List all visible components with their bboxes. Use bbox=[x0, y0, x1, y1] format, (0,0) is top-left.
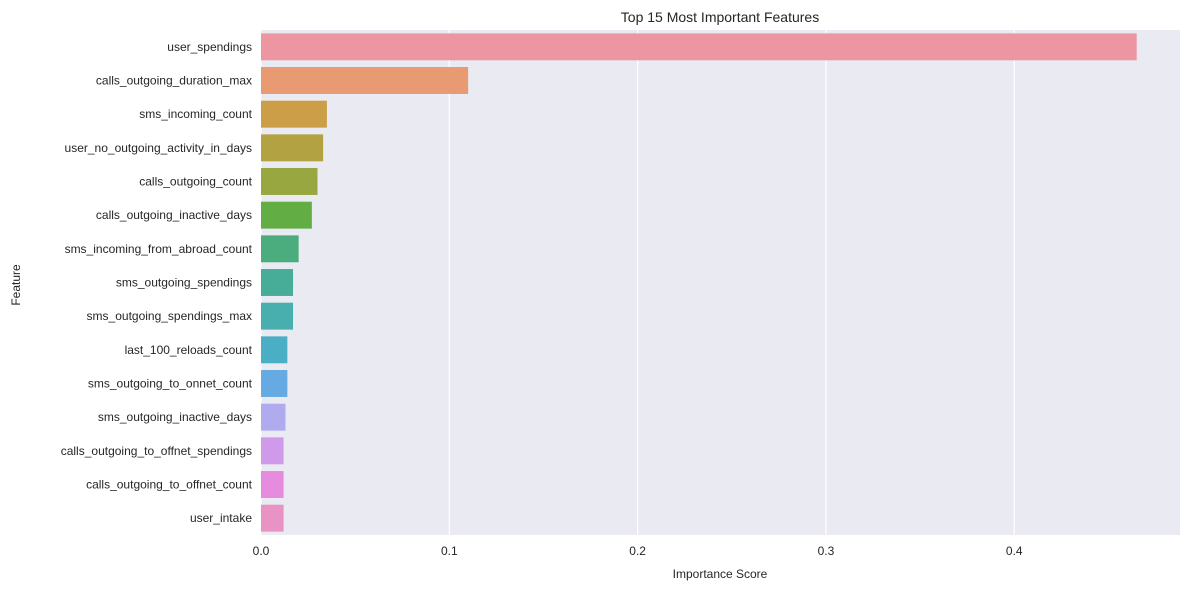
x-tick-labels: 0.0 0.1 0.2 0.3 0.4 bbox=[253, 544, 1023, 558]
y-tick-label: calls_outgoing_inactive_days bbox=[96, 208, 252, 222]
y-tick-label: calls_outgoing_to_offnet_spendings bbox=[61, 444, 252, 458]
bar bbox=[261, 504, 284, 532]
bar bbox=[261, 403, 286, 431]
bar bbox=[261, 471, 284, 498]
x-tick-label: 0.0 bbox=[253, 544, 270, 558]
y-tick-label: sms_outgoing_inactive_days bbox=[98, 410, 252, 424]
y-tick-label: user_spendings bbox=[167, 40, 252, 54]
y-tick-labels: user_spendings calls_outgoing_duration_ma… bbox=[61, 40, 253, 525]
bar bbox=[261, 437, 284, 465]
y-tick-label: user_intake bbox=[190, 511, 252, 525]
bar bbox=[261, 134, 324, 162]
bar bbox=[261, 100, 327, 128]
bar bbox=[261, 201, 312, 229]
y-tick-label: calls_outgoing_count bbox=[139, 175, 252, 189]
bar bbox=[261, 336, 288, 364]
bars bbox=[261, 33, 1137, 532]
y-tick-label: sms_outgoing_to_onnet_count bbox=[88, 377, 253, 391]
x-tick-label: 0.4 bbox=[1006, 544, 1023, 558]
plot-area bbox=[261, 30, 1180, 535]
y-tick-label: last_100_reloads_count bbox=[125, 343, 253, 357]
y-tick-label: sms_outgoing_spendings bbox=[116, 276, 252, 290]
bar bbox=[261, 33, 1137, 61]
y-tick-label: calls_outgoing_duration_max bbox=[96, 74, 252, 88]
bar bbox=[261, 67, 469, 94]
bar bbox=[261, 302, 294, 330]
x-tick-label: 0.3 bbox=[818, 544, 835, 558]
x-tick-label: 0.1 bbox=[441, 544, 458, 558]
bar bbox=[261, 370, 288, 397]
y-tick-label: calls_outgoing_to_offnet_count bbox=[86, 478, 253, 492]
y-axis-label: Feature bbox=[9, 264, 23, 306]
y-tick-label: sms_incoming_count bbox=[139, 107, 252, 121]
y-tick-label: user_no_outgoing_activity_in_days bbox=[65, 141, 252, 155]
bar bbox=[261, 269, 294, 296]
x-axis-label: Importance Score bbox=[673, 567, 768, 581]
y-tick-label: sms_outgoing_spendings_max bbox=[87, 309, 252, 323]
bar bbox=[261, 168, 318, 195]
y-tick-label: sms_incoming_from_abroad_count bbox=[65, 242, 253, 256]
chart-title: Top 15 Most Important Features bbox=[621, 9, 819, 25]
bar bbox=[261, 235, 299, 263]
x-tick-label: 0.2 bbox=[629, 544, 646, 558]
